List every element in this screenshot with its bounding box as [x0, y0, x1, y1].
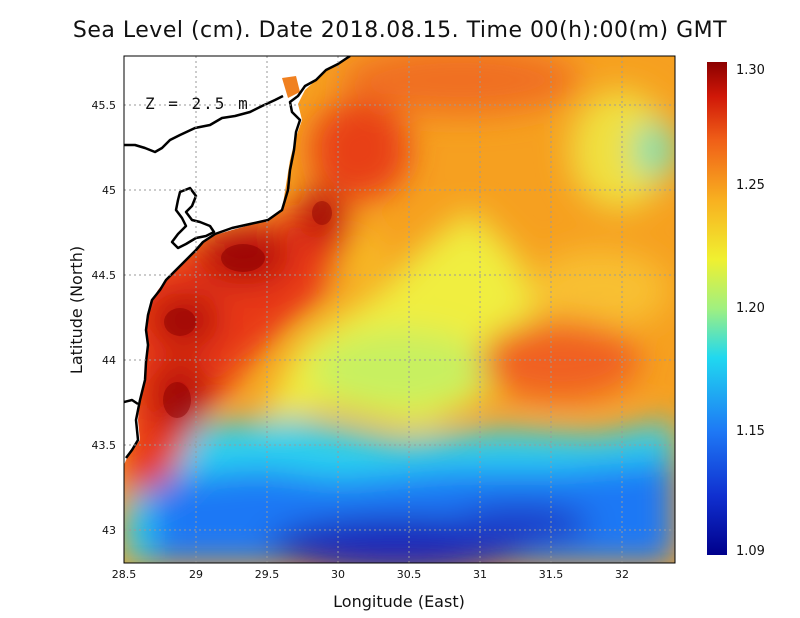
colorbar-label: 1.15 — [736, 424, 765, 439]
colorbar-label: 1.30 — [736, 63, 765, 78]
x-tick-label: 31.5 — [539, 568, 564, 581]
sea-level-field — [124, 56, 675, 563]
y-tick-label: 45.5 — [92, 99, 117, 112]
y-tick-label: 44.5 — [92, 269, 117, 282]
x-axis: 28.5 29 29.5 30 30.5 31 31.5 32 — [112, 568, 629, 581]
colorbar-label: 1.20 — [736, 301, 765, 316]
y-tick-label: 43.5 — [92, 439, 117, 452]
plot-frame — [123, 55, 676, 564]
colorbar: 1.30 1.25 1.20 1.15 1.09 — [707, 62, 765, 559]
coastline — [124, 56, 351, 459]
x-tick-label: 31 — [473, 568, 487, 581]
y-tick-label: 44 — [102, 354, 116, 367]
colorbar-label: 1.09 — [736, 544, 765, 559]
x-tick-label: 29 — [189, 568, 203, 581]
x-tick-label: 30.5 — [397, 568, 422, 581]
colorbar-label: 1.25 — [736, 178, 765, 193]
grid-lines — [124, 56, 675, 563]
x-tick-label: 28.5 — [112, 568, 137, 581]
x-tick-label: 32 — [615, 568, 629, 581]
depth-annotation: Z = 2.5 m — [145, 94, 250, 113]
y-tick-label: 43 — [102, 524, 116, 537]
x-tick-label: 30 — [331, 568, 345, 581]
x-axis-title: Longitude (East) — [333, 592, 465, 611]
x-tick-label: 29.5 — [255, 568, 280, 581]
y-tick-label: 45 — [102, 184, 116, 197]
colorbar-gradient — [707, 62, 727, 555]
y-axis-title: Latitude (North) — [67, 246, 86, 374]
map-title: Sea Level (cm). Date 2018.08.15. Time 00… — [72, 18, 728, 43]
y-axis: 43 43.5 44 44.5 45 45.5 — [92, 99, 117, 537]
land-mass — [124, 56, 350, 465]
